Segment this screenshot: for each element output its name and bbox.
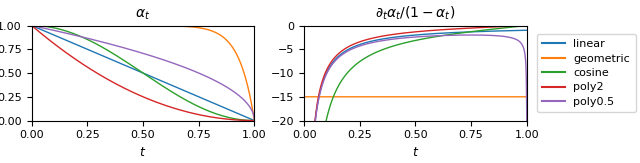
Legend: linear, geometric, cosine, poly2, poly0.5: linear, geometric, cosine, poly2, poly0.… <box>537 34 636 112</box>
Title: $\alpha_t$: $\alpha_t$ <box>136 7 150 22</box>
X-axis label: $t$: $t$ <box>412 146 419 159</box>
Title: $\partial_t \alpha_t / (1 - \alpha_t)$: $\partial_t \alpha_t / (1 - \alpha_t)$ <box>375 4 456 22</box>
X-axis label: $t$: $t$ <box>140 146 147 159</box>
